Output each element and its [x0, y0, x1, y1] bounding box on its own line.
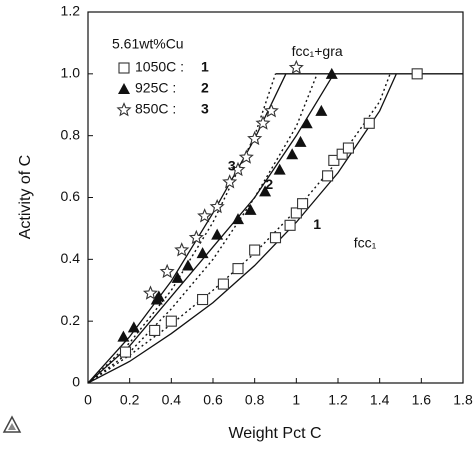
square-marker — [232, 263, 244, 275]
x-tick-label: 1.6 — [412, 392, 432, 408]
square-marker — [165, 315, 177, 327]
y-tick-label: 1.0 — [61, 65, 81, 81]
star-marker — [247, 130, 263, 146]
square-marker — [119, 346, 132, 358]
legend-curve-number: 3 — [201, 101, 209, 117]
square-marker — [411, 68, 423, 80]
y-tick-label: 0.4 — [61, 250, 81, 266]
square-marker — [197, 293, 209, 306]
square-marker — [284, 219, 296, 231]
legend-curve-number: 1 — [201, 59, 209, 75]
triangle-marker — [117, 330, 130, 342]
triangle-marker — [300, 117, 313, 129]
square-marker — [342, 142, 354, 154]
curve-number: 3 — [228, 157, 236, 173]
model-curve — [87, 73, 335, 384]
square-marker — [217, 278, 229, 290]
legend-label: 850C : — [135, 101, 176, 117]
legend-title: 5.61wt%Cu — [112, 36, 184, 52]
y-tick-label: 1.2 — [61, 3, 81, 19]
star-marker — [197, 208, 213, 223]
star-marker — [230, 161, 246, 177]
star-marker — [142, 285, 159, 300]
triangle-marker — [315, 104, 328, 116]
square-marker — [118, 62, 130, 74]
x-tick-label: 0.8 — [245, 392, 265, 408]
legend-label: 925C : — [135, 80, 176, 96]
square-marker — [363, 117, 375, 129]
star-marker — [263, 103, 279, 118]
triangle-marker — [325, 67, 338, 79]
y-tick-label: 0.2 — [61, 312, 81, 328]
annotation: fcc₁+gra — [292, 43, 343, 59]
triangle-marker — [286, 148, 299, 160]
star-marker — [209, 198, 225, 214]
curve-number: 1 — [313, 216, 321, 232]
annotation: fcc₁ — [354, 235, 377, 251]
logo — [2, 415, 22, 433]
square-marker — [328, 154, 340, 166]
triangle-marker — [118, 83, 130, 94]
triangle-marker — [244, 203, 257, 215]
x-tick-label: 0.6 — [203, 392, 223, 408]
x-tick-label: 0.2 — [120, 392, 140, 408]
y-tick-label: 0.6 — [61, 188, 81, 204]
y-tick-label: 0.8 — [61, 126, 81, 142]
star-marker — [188, 229, 204, 245]
square-marker — [149, 324, 161, 336]
star-marker — [255, 115, 271, 130]
x-tick-label: 0 — [84, 392, 92, 408]
square-marker — [322, 170, 334, 182]
y-tick-label: 0 — [72, 374, 80, 390]
y-axis-label: Activity of C — [17, 155, 34, 239]
x-tick-label: 1.4 — [370, 392, 390, 408]
curve-number: 2 — [265, 176, 273, 192]
model-curve — [87, 73, 287, 384]
square-marker — [269, 232, 282, 244]
star-marker — [238, 149, 254, 164]
x-tick-label: 1.2 — [328, 392, 348, 408]
triangle-marker — [182, 259, 194, 271]
legend-curve-number: 2 — [201, 80, 209, 96]
star-marker — [116, 102, 132, 117]
square-marker — [290, 207, 302, 219]
x-axis-label: Weight Pct C — [228, 425, 321, 442]
square-marker — [336, 148, 348, 160]
triangle-marker — [211, 228, 224, 240]
x-tick-label: 1.8 — [453, 392, 473, 408]
star-marker — [159, 263, 175, 279]
square-marker — [249, 244, 261, 256]
dotted-curve — [87, 73, 391, 384]
triangle-marker — [273, 163, 286, 175]
triangle-marker — [171, 271, 184, 283]
star-marker — [174, 242, 190, 257]
triangle-marker — [152, 290, 165, 302]
triangle-marker — [232, 213, 244, 225]
triangle-marker — [294, 135, 307, 147]
triangle-marker — [196, 247, 209, 259]
triangle-marker — [259, 185, 272, 197]
x-tick-label: 0.4 — [162, 392, 182, 408]
dotted-curve — [87, 73, 277, 384]
model-curve — [87, 73, 397, 384]
legend-label: 1050C : — [135, 59, 184, 75]
star-marker — [288, 59, 304, 75]
square-marker — [297, 198, 309, 210]
star-marker — [222, 174, 238, 189]
triangle-marker — [127, 321, 140, 333]
x-tick-label: 1 — [292, 392, 300, 408]
